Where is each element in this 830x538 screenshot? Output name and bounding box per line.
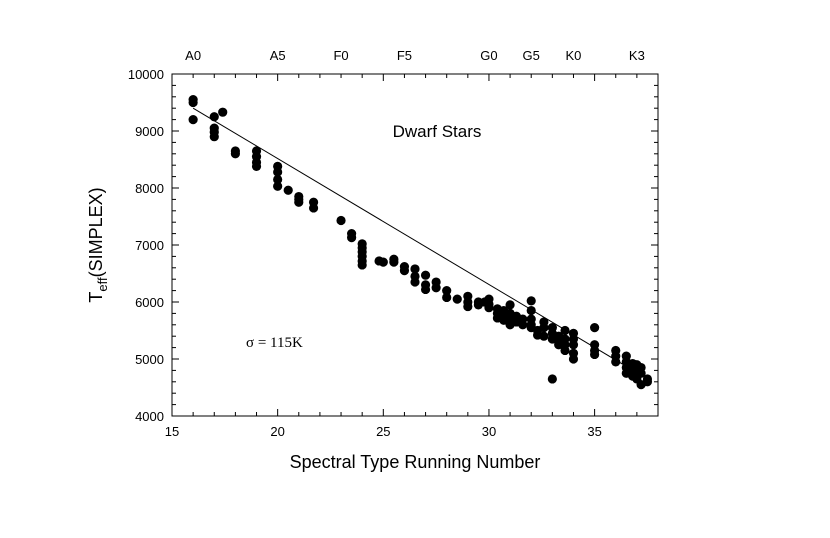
data-point bbox=[590, 323, 600, 333]
data-point bbox=[560, 345, 570, 356]
y-tick-label: 5000 bbox=[135, 352, 164, 367]
spectral-type-label: G0 bbox=[480, 48, 497, 63]
data-point bbox=[209, 132, 219, 142]
data-point bbox=[273, 174, 283, 185]
spectral-type-label: F0 bbox=[333, 48, 348, 63]
axis-labels: 15 20 25 30 35 4000 5000 6000 7000 8000 9000 10000 A… bbox=[128, 48, 645, 439]
data-point bbox=[399, 266, 410, 276]
data-point bbox=[442, 286, 452, 296]
data-point bbox=[554, 340, 564, 350]
data-point bbox=[442, 292, 452, 303]
data-point bbox=[526, 296, 536, 306]
x-axis-title: Spectral Type Running Number bbox=[290, 452, 541, 472]
data-point bbox=[273, 167, 283, 177]
data-point bbox=[420, 284, 431, 295]
data-point bbox=[452, 294, 462, 304]
data-point bbox=[420, 270, 431, 280]
data-point bbox=[308, 203, 319, 213]
data-point bbox=[611, 357, 621, 367]
data-point bbox=[209, 112, 219, 122]
data-point bbox=[526, 305, 536, 316]
x-tick-label: 35 bbox=[587, 424, 601, 439]
data-point bbox=[642, 377, 653, 387]
data-point bbox=[505, 300, 515, 310]
y-axis-title-subscript: eff bbox=[95, 277, 110, 292]
data-point bbox=[568, 354, 579, 364]
region-label: Dwarf Stars bbox=[393, 122, 482, 141]
data-point bbox=[347, 232, 357, 243]
y-tick-label: 9000 bbox=[135, 124, 164, 139]
data-point bbox=[463, 301, 473, 312]
y-tick-label: 10000 bbox=[128, 67, 164, 82]
data-point bbox=[410, 277, 420, 287]
data-point bbox=[283, 185, 293, 195]
data-points bbox=[188, 95, 653, 390]
x-tick-label: 25 bbox=[376, 424, 390, 439]
data-point bbox=[336, 215, 346, 226]
data-point bbox=[251, 161, 262, 171]
x-tick-label: 20 bbox=[270, 424, 284, 439]
spectral-type-label: A0 bbox=[185, 48, 201, 63]
y-tick-label: 7000 bbox=[135, 238, 164, 253]
spectral-type-label: G5 bbox=[523, 48, 540, 63]
data-point bbox=[590, 349, 600, 360]
data-point bbox=[636, 368, 646, 378]
data-point bbox=[568, 340, 579, 350]
data-point bbox=[218, 107, 228, 117]
data-point bbox=[230, 149, 240, 159]
data-point bbox=[484, 303, 494, 313]
spectral-type-label: A5 bbox=[270, 48, 286, 63]
y-axis-title-base: T bbox=[86, 292, 106, 303]
x-tick-label: 30 bbox=[482, 424, 496, 439]
data-point bbox=[518, 320, 528, 330]
x-tick-label: 15 bbox=[165, 424, 179, 439]
spectral-type-label: F5 bbox=[397, 48, 412, 63]
sigma-label: σ = 115K bbox=[246, 335, 303, 351]
data-point bbox=[539, 331, 549, 341]
data-point bbox=[539, 323, 549, 333]
y-tick-label: 6000 bbox=[135, 295, 164, 310]
data-point bbox=[294, 197, 304, 207]
axis-ticks bbox=[171, 73, 659, 417]
data-point bbox=[560, 325, 570, 336]
spectral-type-label: K3 bbox=[629, 48, 645, 63]
data-point bbox=[547, 374, 557, 384]
data-point bbox=[431, 283, 441, 293]
data-point bbox=[410, 264, 420, 274]
data-point bbox=[188, 115, 198, 125]
y-axis-title-rest: (SIMPLEX) bbox=[86, 187, 106, 277]
spectral-type-label: K0 bbox=[566, 48, 582, 63]
data-point bbox=[188, 97, 198, 108]
data-point bbox=[273, 181, 283, 191]
y-tick-label: 4000 bbox=[135, 409, 164, 424]
data-point bbox=[357, 260, 367, 270]
data-point bbox=[389, 257, 399, 267]
y-axis-title: Teff(SIMPLEX) bbox=[86, 187, 110, 302]
y-tick-label: 8000 bbox=[135, 181, 164, 196]
data-point bbox=[378, 257, 388, 267]
